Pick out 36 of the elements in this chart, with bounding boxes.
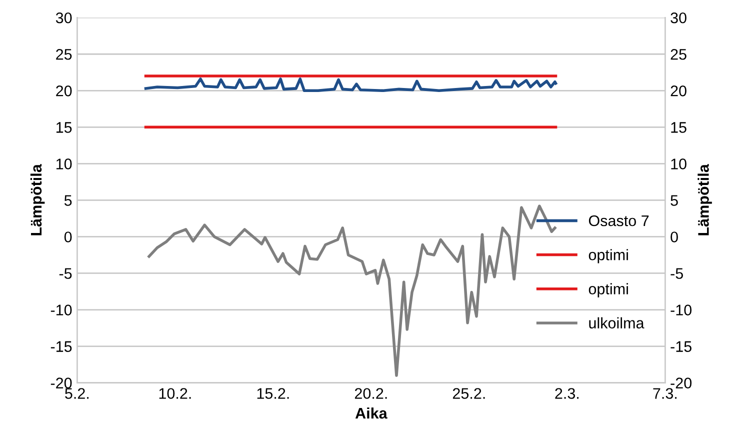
y2-axis-title: Lämpötila	[698, 164, 712, 236]
y2-tick-label: 15	[671, 122, 686, 133]
x-axis-title: Aika	[355, 407, 388, 419]
y-tick-label: 20	[56, 86, 72, 96]
legend-label: optimi	[588, 283, 628, 298]
y-tick-label: -10	[50, 304, 72, 316]
y-tick-label: 30	[56, 12, 72, 24]
y2-tick-label: 30	[670, 12, 686, 24]
x-tick-label: 7.3.	[653, 388, 677, 399]
x-tick-label: 5.2.	[65, 388, 89, 399]
y-tick-label: 5	[64, 195, 72, 206]
y-tick-label: -15	[50, 341, 72, 352]
legend-label: ulkoilma	[589, 317, 644, 328]
y-tick-label: 25	[56, 48, 72, 60]
y-tick-label: 0	[64, 232, 72, 242]
y2-tick-label: -20	[670, 378, 692, 388]
x-tick-label: 15.2.	[257, 388, 289, 399]
y2-tick-label: 20	[670, 86, 686, 96]
y-tick-label: -5	[59, 268, 72, 279]
legend-label: optimi	[588, 249, 628, 264]
y-tick-label: 10	[56, 158, 72, 170]
legend-label: Osasto 7	[588, 215, 649, 226]
y2-tick-label: -15	[670, 341, 692, 352]
y2-tick-label: 0	[670, 232, 678, 242]
x-tick-label: 10.2.	[159, 388, 191, 399]
x-tick-label: 20.2.	[354, 388, 387, 399]
y-tick-label: -20	[50, 378, 72, 388]
y2-tick-label: -5	[670, 268, 683, 279]
y2-tick-label: 5	[670, 195, 678, 206]
y2-tick-label: 10	[671, 158, 686, 170]
y2-tick-label: 25	[670, 48, 686, 60]
x-tick-label: 25.2.	[452, 388, 485, 399]
x-tick-label: 2.3.	[555, 388, 579, 399]
y2-tick-label: -10	[670, 304, 692, 316]
y-axis-title: Lämpötila	[30, 164, 45, 236]
y-tick-label: 15	[56, 122, 72, 133]
